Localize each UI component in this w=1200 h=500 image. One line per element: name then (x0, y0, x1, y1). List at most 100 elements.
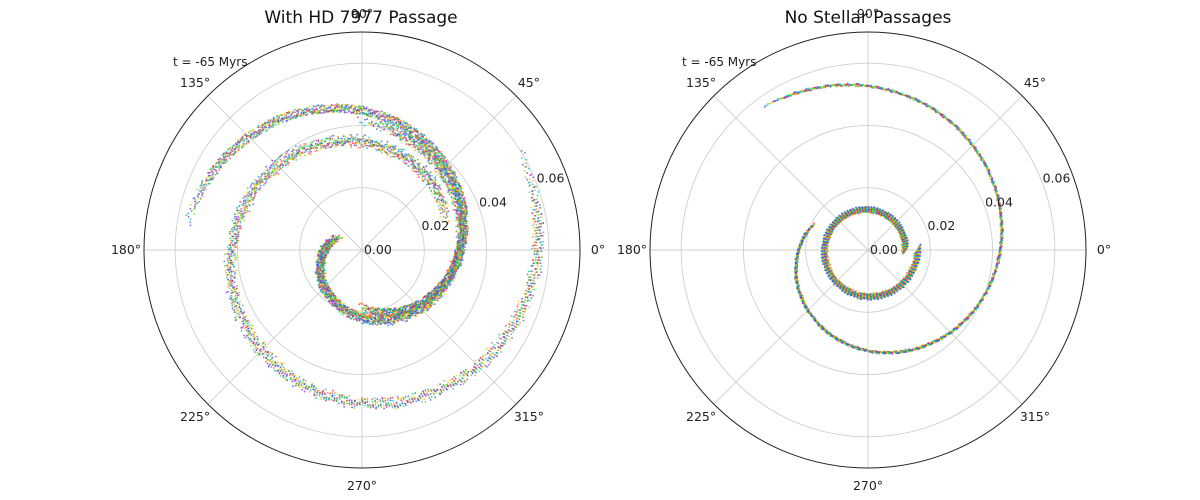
track-point (317, 273, 320, 276)
track-point (392, 127, 394, 129)
track-point (363, 124, 366, 127)
track-point (285, 375, 288, 378)
track-point (275, 355, 277, 358)
track-point (391, 130, 394, 133)
track-point (246, 210, 249, 212)
track-point (324, 240, 327, 242)
track-point (372, 316, 375, 319)
track-point (412, 138, 414, 141)
track-point (348, 400, 351, 403)
track-point (451, 381, 453, 384)
track-point (330, 295, 332, 298)
track-point (243, 215, 245, 218)
track-point (256, 335, 258, 338)
track-point (540, 232, 543, 235)
track-point (317, 261, 320, 264)
track-point (403, 317, 405, 320)
track-point (240, 329, 243, 332)
track-point (364, 402, 367, 405)
track-point (257, 176, 260, 178)
track-point (537, 191, 540, 193)
track-point (234, 319, 237, 322)
track-point (451, 196, 453, 199)
track-point (443, 205, 446, 208)
track-point (429, 171, 432, 174)
track-point (326, 239, 329, 242)
track-point (306, 145, 309, 148)
track-point (537, 216, 540, 219)
track-point (272, 367, 275, 369)
track-point (392, 134, 395, 137)
track-point (343, 396, 346, 399)
track-point (440, 199, 443, 202)
track-point (447, 210, 450, 213)
track-point (497, 349, 500, 352)
track-point (372, 143, 375, 146)
track-point (328, 288, 331, 291)
track-point (498, 337, 501, 339)
track-point (415, 170, 418, 173)
track-point (424, 152, 427, 155)
track-point (443, 380, 445, 382)
track-point (535, 268, 538, 270)
track-point (325, 247, 328, 250)
track-point (413, 161, 415, 164)
track-point (231, 302, 233, 304)
track-point (321, 265, 324, 267)
track-point (256, 338, 259, 341)
track-point (234, 244, 237, 246)
track-point (455, 236, 458, 239)
track-point (438, 191, 440, 194)
track-point (540, 244, 543, 246)
track-point (394, 316, 397, 319)
track-point (410, 163, 412, 166)
track-point (373, 320, 376, 322)
track-point (474, 374, 477, 377)
track-point (327, 295, 330, 298)
track-point (227, 269, 230, 271)
track-point (489, 350, 492, 353)
track-point (434, 176, 437, 179)
track-point (400, 150, 403, 153)
track-point (376, 128, 378, 131)
track-point (369, 139, 372, 142)
track-point (304, 151, 306, 154)
track-point (361, 322, 364, 325)
track-point (286, 161, 289, 163)
track-point (249, 341, 252, 344)
track-point (368, 136, 370, 139)
track-point (434, 162, 437, 165)
track-point (279, 370, 282, 373)
track-point (456, 383, 458, 385)
track-point (451, 378, 454, 380)
track-point (299, 154, 302, 157)
track-point (535, 226, 538, 229)
track-point (248, 210, 251, 213)
track-point (355, 141, 357, 144)
track-point (352, 309, 355, 312)
track-point (339, 237, 342, 239)
track-point (427, 181, 430, 184)
track-point (509, 330, 512, 332)
track-point (535, 270, 538, 273)
track-point (427, 388, 429, 391)
track-point (320, 256, 323, 259)
track-point (489, 361, 492, 364)
track-point (394, 405, 396, 407)
track-point (319, 261, 322, 264)
track-point (446, 202, 448, 204)
track-point (416, 145, 418, 148)
track-point (366, 147, 368, 150)
track-point (360, 317, 363, 320)
track-point (377, 141, 379, 144)
track-point (356, 399, 358, 401)
track-point (484, 354, 487, 356)
track-point (340, 142, 342, 144)
track-point (388, 146, 391, 149)
track-point (392, 399, 394, 402)
track-point (536, 194, 539, 197)
track-point (435, 198, 438, 201)
track-point (234, 295, 237, 298)
track-point (235, 235, 238, 238)
track-point (271, 165, 274, 168)
